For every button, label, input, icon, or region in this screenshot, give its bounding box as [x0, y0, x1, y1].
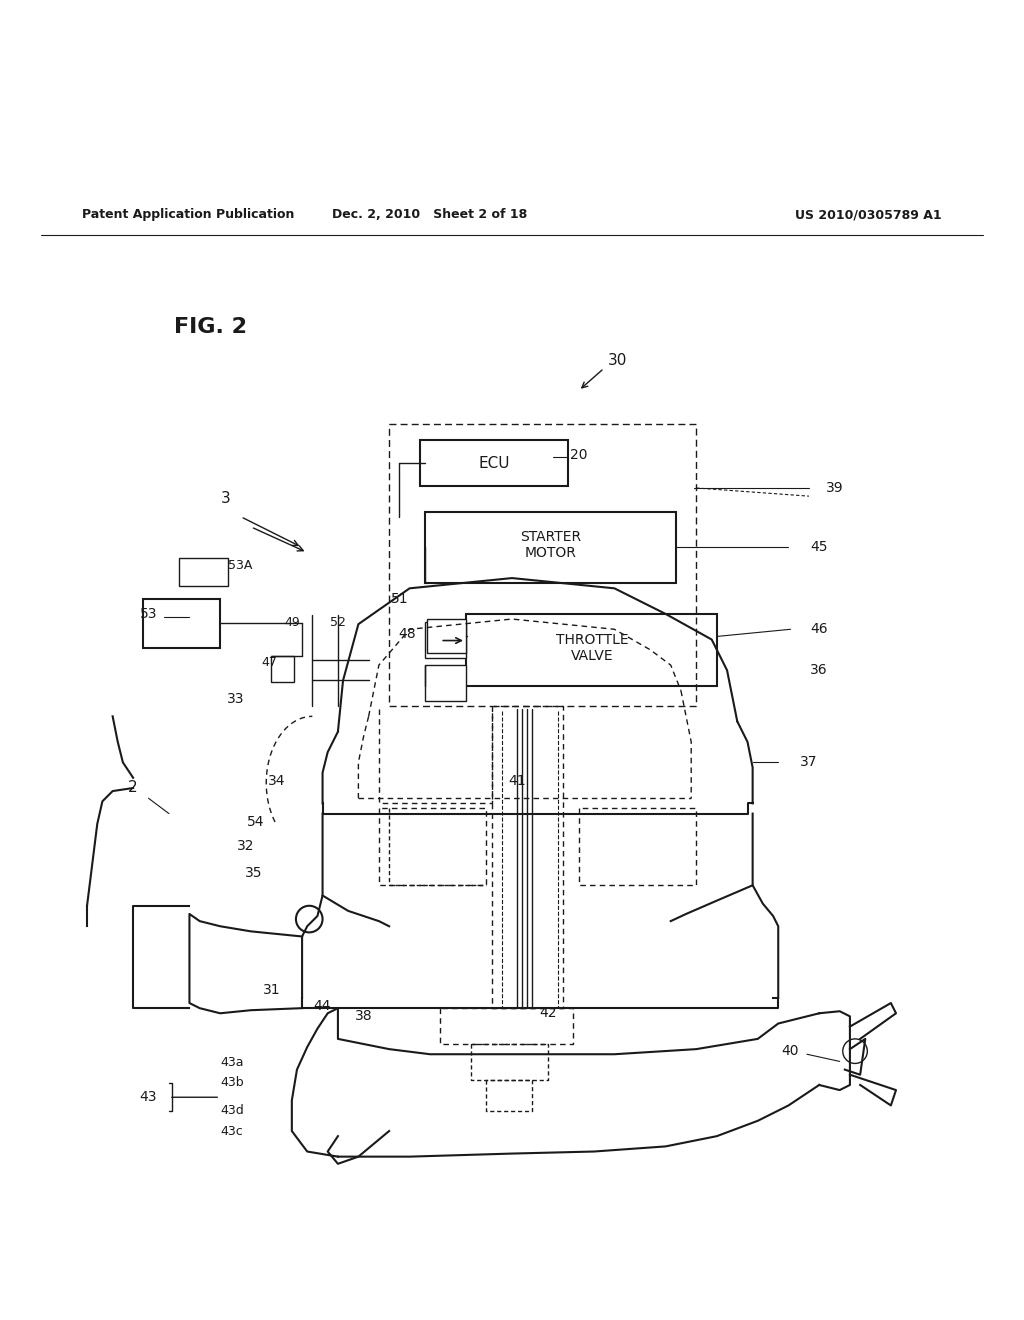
Text: 33: 33 [226, 692, 245, 706]
Text: 44: 44 [313, 999, 332, 1014]
Text: 39: 39 [825, 480, 844, 495]
Text: 43: 43 [139, 1090, 158, 1105]
Text: 2: 2 [128, 780, 138, 796]
FancyBboxPatch shape [420, 440, 568, 486]
Text: STARTER
MOTOR: STARTER MOTOR [520, 531, 582, 561]
Text: 31: 31 [262, 982, 281, 997]
Text: 40: 40 [781, 1044, 800, 1059]
Text: ECU: ECU [479, 455, 510, 471]
Text: 38: 38 [354, 1010, 373, 1023]
FancyBboxPatch shape [466, 614, 717, 685]
Text: 37: 37 [800, 755, 818, 770]
Text: 46: 46 [810, 622, 828, 636]
Text: 43b: 43b [220, 1076, 244, 1089]
Text: US 2010/0305789 A1: US 2010/0305789 A1 [796, 209, 942, 220]
Text: Patent Application Publication: Patent Application Publication [82, 209, 294, 220]
Text: 30: 30 [608, 354, 627, 368]
Text: 20: 20 [569, 449, 588, 462]
Text: 32: 32 [237, 840, 255, 853]
Text: 3: 3 [220, 491, 230, 506]
FancyBboxPatch shape [425, 622, 466, 657]
Text: 51: 51 [390, 591, 409, 606]
Text: 35: 35 [245, 866, 263, 880]
FancyBboxPatch shape [143, 598, 220, 648]
FancyBboxPatch shape [427, 619, 466, 653]
FancyBboxPatch shape [425, 512, 676, 583]
Text: 45: 45 [810, 540, 828, 554]
Text: 52: 52 [330, 615, 346, 628]
Text: 43a: 43a [220, 1056, 244, 1069]
Text: 54: 54 [247, 814, 265, 829]
Text: 53: 53 [139, 607, 158, 620]
Text: 48: 48 [398, 627, 417, 642]
Text: 53A: 53A [228, 560, 253, 573]
Text: 41: 41 [508, 774, 526, 788]
Text: 36: 36 [810, 663, 828, 677]
Text: 42: 42 [539, 1006, 557, 1020]
FancyBboxPatch shape [179, 557, 228, 586]
FancyBboxPatch shape [425, 665, 466, 701]
Text: THROTTLE
VALVE: THROTTLE VALVE [556, 632, 628, 663]
Text: 43d: 43d [220, 1104, 244, 1117]
Text: 34: 34 [267, 774, 286, 788]
Text: FIG. 2: FIG. 2 [174, 317, 247, 337]
Text: 47: 47 [261, 656, 278, 668]
Text: 49: 49 [285, 615, 300, 628]
Text: Dec. 2, 2010   Sheet 2 of 18: Dec. 2, 2010 Sheet 2 of 18 [333, 209, 527, 220]
Text: 43c: 43c [220, 1125, 243, 1138]
FancyBboxPatch shape [271, 656, 294, 681]
